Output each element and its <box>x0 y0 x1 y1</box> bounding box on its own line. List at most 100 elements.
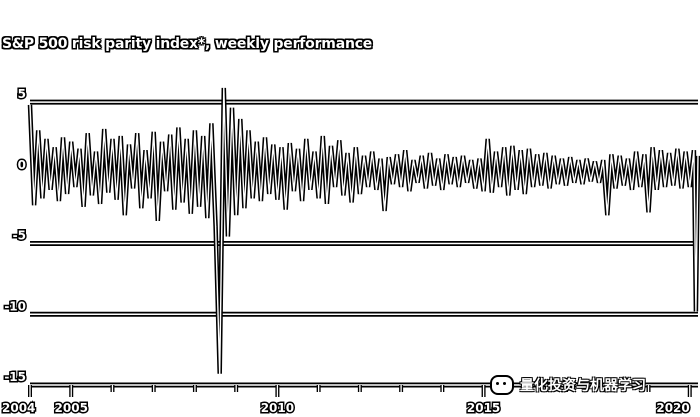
data-point-14 <box>87 132 89 134</box>
data-point-135 <box>586 158 588 160</box>
data-point-150 <box>647 211 650 213</box>
data-point-152 <box>656 189 658 191</box>
data-point-93 <box>412 159 415 161</box>
data-point-82 <box>367 186 369 188</box>
series-line <box>29 87 699 374</box>
y-tick-label: -15 <box>4 370 26 384</box>
data-point-117 <box>511 145 513 147</box>
data-point-46 <box>219 373 221 375</box>
data-point-134 <box>581 183 584 185</box>
data-point-89 <box>396 153 398 155</box>
y-tick-label: 5 <box>18 87 26 101</box>
data-point-86 <box>384 210 386 212</box>
data-point-104 <box>458 186 460 188</box>
data-point-56 <box>260 200 262 202</box>
data-point-10 <box>70 141 72 143</box>
data-point-19 <box>107 192 109 194</box>
data-point-130 <box>565 184 567 187</box>
data-point-59 <box>272 143 274 146</box>
data-point-161 <box>693 149 695 151</box>
data-point-49 <box>231 107 233 109</box>
data-point-51 <box>239 118 241 120</box>
data-point-142 <box>614 187 617 189</box>
data-point-163 <box>697 155 699 157</box>
data-point-48 <box>227 235 229 238</box>
data-point-139 <box>602 159 604 161</box>
data-point-162 <box>695 310 697 312</box>
data-point-28 <box>144 149 147 151</box>
data-point-8 <box>62 136 64 138</box>
data-point-154 <box>664 186 666 188</box>
y-tick-label: -10 <box>4 299 26 313</box>
data-point-95 <box>421 155 423 157</box>
chart-title: S&P 500 risk parity index*, weekly perfo… <box>2 36 373 52</box>
data-point-90 <box>400 186 402 188</box>
data-point-16 <box>95 151 97 153</box>
data-point-81 <box>363 155 365 157</box>
data-point-39 <box>190 213 192 215</box>
y-tick-labels: 5 0 -5 -10 -15 <box>3 86 28 386</box>
data-point-153 <box>660 149 662 151</box>
data-point-88 <box>392 183 394 185</box>
data-point-127 <box>553 155 555 157</box>
data-point-69 <box>313 151 316 153</box>
data-point-115 <box>503 146 505 148</box>
data-point-157 <box>676 148 679 150</box>
data-point-97 <box>429 152 431 154</box>
data-point-27 <box>140 207 142 209</box>
data-point-108 <box>474 187 476 189</box>
x-tick-label: 2010 <box>261 401 294 415</box>
data-point-98 <box>433 184 435 187</box>
data-point-12 <box>78 148 81 150</box>
data-point-13 <box>83 206 85 208</box>
data-point-26 <box>136 132 138 134</box>
data-point-113 <box>495 151 497 153</box>
data-point-112 <box>491 192 493 194</box>
data-point-4 <box>45 138 48 140</box>
watermark-text: 量化投资与机器学习 <box>520 378 646 394</box>
data-point-76 <box>342 194 344 196</box>
data-point-42 <box>202 135 204 137</box>
wechat-icon <box>490 375 514 395</box>
data-point-111 <box>487 138 489 140</box>
data-point-29 <box>149 197 151 199</box>
data-point-53 <box>247 129 250 131</box>
data-point-160 <box>689 186 691 188</box>
data-point-61 <box>280 146 283 148</box>
data-point-146 <box>631 189 633 191</box>
x-tick-label: 2020 <box>656 401 689 415</box>
data-point-64 <box>293 190 295 192</box>
data-point-158 <box>680 187 683 189</box>
data-point-155 <box>668 152 670 154</box>
data-point-107 <box>470 159 472 161</box>
x-axis: 2004 2005 2010 2015 2020 <box>1 382 698 417</box>
data-point-118 <box>516 189 518 191</box>
data-point-66 <box>301 200 303 202</box>
data-point-83 <box>371 151 373 153</box>
data-point-132 <box>573 182 575 184</box>
data-point-7 <box>58 200 60 202</box>
data-point-128 <box>557 183 559 185</box>
data-point-23 <box>124 214 126 216</box>
data-point-3 <box>41 197 44 199</box>
data-point-31 <box>157 220 159 222</box>
data-point-100 <box>441 189 443 191</box>
data-point-71 <box>322 135 324 137</box>
data-point-80 <box>359 193 361 195</box>
data-point-133 <box>577 159 580 161</box>
data-point-103 <box>454 156 456 158</box>
data-point-36 <box>177 126 179 129</box>
data-point-38 <box>186 138 188 140</box>
data-point-106 <box>466 182 468 184</box>
data-point-75 <box>338 139 340 141</box>
data-point-159 <box>685 151 687 153</box>
watermark: 量化投资与机器学习 <box>490 374 646 396</box>
data-point-24 <box>128 143 130 146</box>
data-point-84 <box>375 189 377 191</box>
data-point-125 <box>544 152 547 154</box>
series-line-outline <box>27 87 700 374</box>
x-tick-label: 2015 <box>467 401 500 415</box>
data-point-41 <box>198 206 200 208</box>
data-point-77 <box>346 152 349 154</box>
